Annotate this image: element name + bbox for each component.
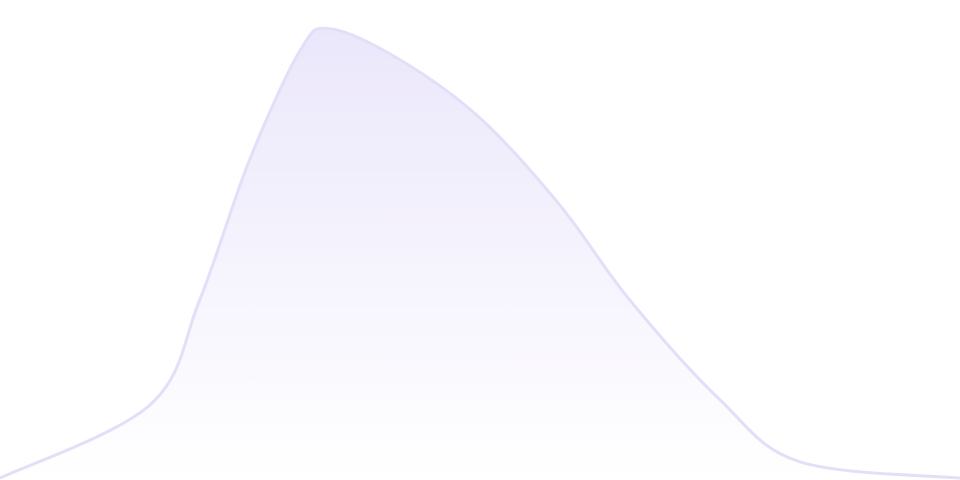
area-line xyxy=(0,26,960,480)
area-fill xyxy=(0,28,960,480)
